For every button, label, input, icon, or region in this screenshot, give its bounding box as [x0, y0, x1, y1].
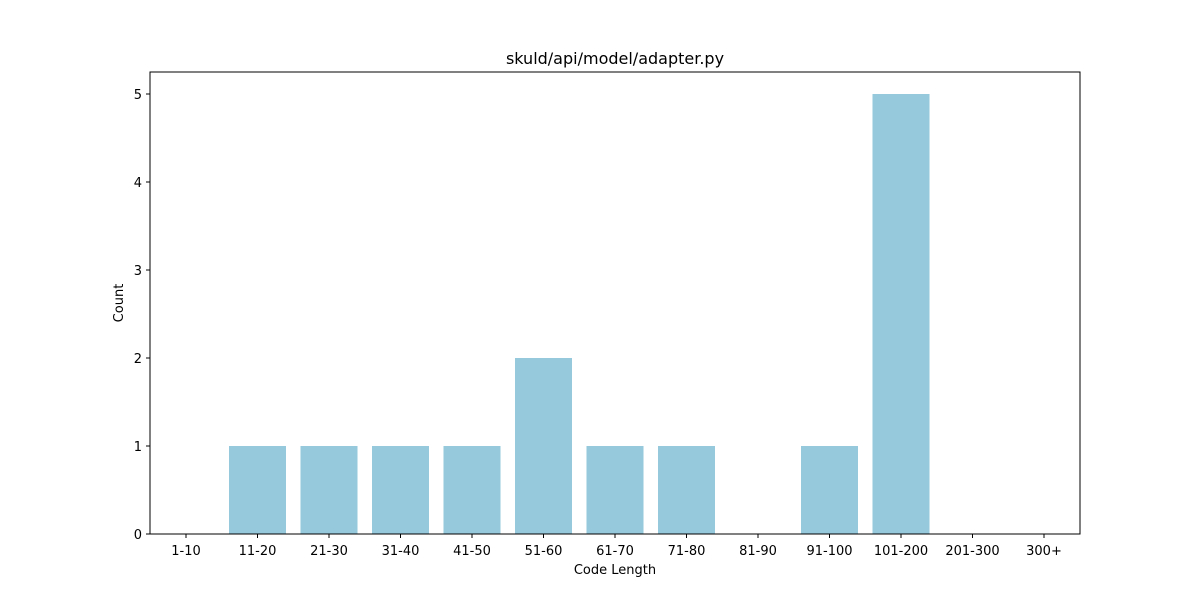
y-tick-label: 3: [134, 264, 142, 279]
x-tick-label: 41-50: [453, 544, 491, 559]
bar-51-60: [515, 358, 572, 534]
y-tick-label: 0: [134, 528, 142, 543]
bar-41-50: [444, 446, 501, 534]
x-tick-label: 201-300: [945, 544, 999, 559]
bar-31-40: [372, 446, 429, 534]
x-tick-label: 11-20: [239, 544, 277, 559]
y-tick-label: 1: [134, 440, 142, 455]
y-tick-label: 2: [134, 352, 142, 367]
x-tick-label: 51-60: [525, 544, 563, 559]
x-tick-label: 21-30: [310, 544, 348, 559]
bar-21-30: [301, 446, 358, 534]
y-axis-label: Count: [112, 284, 127, 323]
bar-91-100: [801, 446, 858, 534]
x-tick-label: 71-80: [668, 544, 706, 559]
y-axis-ticks: 0 1 2 3 4 5: [134, 88, 150, 543]
chart-title: skuld/api/model/adapter.py: [506, 49, 724, 68]
x-tick-label: 300+: [1026, 544, 1062, 559]
y-tick-label: 5: [134, 88, 142, 103]
x-tick-label: 81-90: [739, 544, 777, 559]
x-tick-label: 101-200: [874, 544, 928, 559]
x-tick-label: 61-70: [596, 544, 634, 559]
bar-71-80: [658, 446, 715, 534]
x-tick-label: 1-10: [171, 544, 201, 559]
x-axis-ticks: 1-10 11-20 21-30 31-40 41-50 51-60 61-70 71-80 8…: [171, 534, 1062, 559]
bars-group: [229, 94, 930, 534]
bar-101-200: [873, 94, 930, 534]
bar-11-20: [229, 446, 286, 534]
x-axis-label: Code Length: [574, 563, 656, 578]
y-tick-label: 4: [134, 176, 142, 191]
bar-61-70: [587, 446, 644, 534]
x-tick-label: 31-40: [382, 544, 420, 559]
x-tick-label: 91-100: [806, 544, 852, 559]
